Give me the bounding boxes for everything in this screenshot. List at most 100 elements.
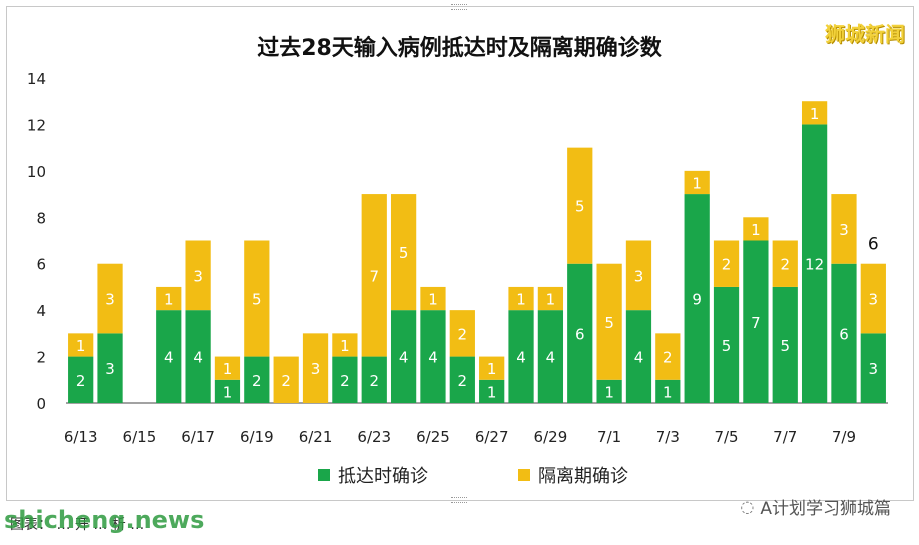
- data-label-arrival: 6: [575, 325, 585, 343]
- data-label-arrival: 2: [369, 372, 379, 390]
- x-tick-label: 7/9: [832, 428, 856, 446]
- data-label-quarantine: 1: [428, 291, 438, 309]
- site-watermark: shicheng.news: [4, 506, 205, 534]
- data-label-arrival: 4: [546, 349, 556, 367]
- bar-quarantine: [831, 194, 857, 264]
- y-tick-label: 12: [27, 116, 46, 134]
- data-label-arrival: 1: [487, 383, 497, 401]
- data-label-arrival: 2: [340, 372, 350, 390]
- bar-arrival: [156, 310, 182, 403]
- bar-quarantine: [860, 263, 886, 334]
- data-label-arrival: 3: [105, 360, 115, 378]
- data-label-arrival: 4: [516, 349, 526, 367]
- y-tick-label: 4: [36, 302, 46, 320]
- data-label-quarantine: 5: [604, 314, 614, 332]
- x-tick-label: 7/1: [597, 428, 621, 446]
- data-label-quarantine: 3: [105, 291, 115, 309]
- bar-quarantine: [596, 263, 622, 380]
- data-label-quarantine: 5: [399, 244, 409, 262]
- y-tick-label: 0: [36, 395, 46, 413]
- data-label-arrival: 2: [76, 372, 86, 390]
- bar-arrival: [97, 333, 123, 403]
- x-tick-label: 7/7: [773, 428, 797, 446]
- bar-arrival: [713, 286, 740, 403]
- bar-arrival: [332, 356, 358, 403]
- bar-quarantine: [332, 333, 358, 357]
- data-label-quarantine: 1: [223, 360, 233, 378]
- data-label-quarantine: 2: [458, 325, 468, 343]
- data-label-quarantine: 1: [546, 291, 556, 309]
- bar-quarantine: [390, 194, 417, 311]
- bar-arrival: [537, 310, 564, 403]
- bar-quarantine: [772, 240, 798, 287]
- x-tick-label: 6/13: [64, 428, 98, 446]
- data-label-arrival: 2: [252, 372, 262, 390]
- bar-arrival: [390, 310, 417, 403]
- data-label-arrival: 4: [164, 349, 174, 367]
- data-label-arrival: 5: [780, 337, 790, 355]
- y-tick-label: 2: [36, 349, 46, 367]
- legend-item-arrival: 抵达时确诊: [318, 462, 428, 488]
- x-tick-label: 6/15: [123, 428, 157, 446]
- bar-quarantine: [214, 356, 241, 380]
- data-label-quarantine: 1: [516, 291, 526, 309]
- x-tick-label: 6/29: [534, 428, 568, 446]
- bar-arrival: [68, 356, 94, 403]
- bar-quarantine: [97, 263, 123, 334]
- bar-arrival: [860, 333, 886, 403]
- bar-quarantine: [68, 333, 94, 357]
- data-label-arrival: 1: [663, 383, 673, 401]
- x-tick-label: 6/23: [357, 428, 391, 446]
- bar-quarantine: [508, 286, 534, 311]
- data-label-quarantine: 3: [311, 360, 321, 378]
- data-label-arrival: 4: [634, 349, 644, 367]
- bar-arrival: [625, 310, 652, 403]
- data-label-arrival: 5: [722, 337, 732, 355]
- data-label-quarantine: 1: [76, 337, 86, 355]
- bar-quarantine: [655, 333, 681, 380]
- bar-quarantine: [537, 286, 564, 311]
- bar-quarantine: [801, 101, 828, 125]
- data-label-quarantine: 2: [722, 256, 732, 274]
- y-tick-label: 10: [27, 163, 46, 181]
- x-tick-label: 6/21: [299, 428, 333, 446]
- data-label-arrival: 12: [805, 256, 824, 274]
- data-label-quarantine: 2: [281, 372, 291, 390]
- x-tick-label: 6/25: [416, 428, 450, 446]
- data-label-quarantine: 1: [340, 337, 350, 355]
- data-label-arrival: 4: [193, 349, 203, 367]
- chart-title: 过去28天输入病例抵达时及隔离期确诊数: [257, 36, 662, 61]
- x-tick-label: 7/5: [714, 428, 738, 446]
- resize-handle-bottom[interactable]: [451, 497, 467, 503]
- y-tick-label: 8: [36, 209, 46, 227]
- bar-quarantine: [302, 333, 329, 403]
- resize-handle-top[interactable]: [451, 4, 467, 10]
- bar-quarantine: [273, 356, 299, 403]
- data-label-quarantine: 1: [810, 105, 820, 123]
- data-label-arrival: 9: [692, 291, 702, 309]
- bar-arrival: [801, 124, 828, 403]
- bar-arrival: [743, 240, 769, 403]
- bar-arrival: [831, 263, 857, 403]
- bar-arrival: [449, 356, 475, 403]
- bar-quarantine: [361, 194, 387, 357]
- legend-label-quarantine: 隔离期确诊: [538, 466, 628, 487]
- legend-swatch-arrival: [318, 469, 330, 481]
- bar-quarantine: [743, 217, 769, 241]
- brand-logo-text: 狮城新闻: [825, 22, 905, 46]
- footer-caption: 图表： … 开 … 析 …: [10, 517, 145, 533]
- bar-arrival: [214, 379, 241, 403]
- data-label-quarantine: 2: [663, 349, 673, 367]
- y-tick-label: 14: [27, 70, 46, 88]
- bar-arrival: [420, 310, 446, 403]
- wechat-icon: ◌: [740, 497, 755, 516]
- bar-quarantine: [420, 286, 446, 311]
- bar-arrival: [508, 310, 534, 403]
- bar-quarantine: [244, 240, 270, 357]
- y-tick-label: 6: [36, 256, 46, 274]
- x-tick-label: 6/17: [181, 428, 215, 446]
- watermark: ◌ A计划学习狮城篇: [740, 494, 891, 519]
- bar-quarantine: [185, 240, 211, 311]
- watermark-text: A计划学习狮城篇: [760, 499, 891, 519]
- data-label-arrival: 7: [751, 314, 761, 332]
